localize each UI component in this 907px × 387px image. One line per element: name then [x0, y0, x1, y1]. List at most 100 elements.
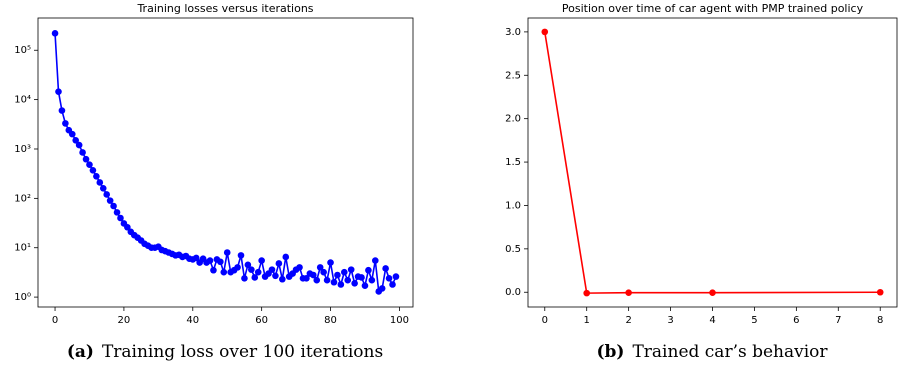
data-point	[320, 268, 327, 276]
data-point	[234, 264, 241, 271]
x-tick-label: 80	[324, 315, 337, 326]
data-point	[313, 276, 321, 284]
data-point	[72, 136, 80, 144]
data-point	[86, 161, 93, 169]
x-tick-label: 4	[709, 315, 715, 326]
x-tick-label: 40	[186, 315, 199, 326]
y-tick-label: 10⁰	[14, 292, 31, 303]
y-tick-label: 10³	[14, 144, 31, 155]
data-point	[347, 266, 355, 273]
data-point	[106, 197, 114, 204]
x-tick-label: 20	[118, 315, 131, 326]
caption-label: (a)	[67, 342, 94, 362]
data-point	[361, 282, 369, 290]
x-tick-label: 2	[625, 315, 631, 326]
data-point	[625, 289, 632, 296]
data-point	[358, 274, 365, 281]
plot-frame	[527, 17, 898, 308]
data-point	[241, 275, 248, 282]
y-tick-label: 1.5	[505, 157, 521, 168]
x-tick-label: 8	[877, 315, 883, 326]
y-tick-label: 2.0	[505, 114, 521, 125]
x-tick-label: 60	[255, 315, 268, 326]
x-tick-label: 3	[667, 315, 673, 326]
data-point	[316, 264, 324, 271]
data-point	[206, 257, 214, 264]
data-point	[244, 261, 252, 269]
data-point	[327, 259, 334, 266]
x-tick-label: 0	[52, 315, 58, 326]
data-point	[55, 88, 62, 95]
data-point	[296, 264, 303, 271]
data-point	[709, 289, 716, 296]
x-tick-label: 1	[584, 315, 590, 326]
y-tick-label: 10⁴	[14, 95, 31, 106]
y-tick-label: 0.0	[505, 287, 521, 298]
caption: (b) Trained car’s behavior	[596, 342, 828, 362]
data-point	[117, 214, 124, 222]
data-point	[93, 172, 100, 180]
data-point	[75, 141, 83, 149]
data-point	[282, 253, 290, 261]
data-point	[210, 266, 217, 274]
data-point	[330, 278, 338, 286]
data-point	[541, 28, 549, 36]
data-point	[62, 120, 69, 127]
data-point	[368, 276, 376, 284]
caption-label: (b)	[596, 342, 624, 362]
data-point	[583, 289, 591, 297]
data-point	[341, 268, 348, 276]
x-tick-label: 6	[793, 315, 799, 326]
caption-text: Trained car’s behavior	[632, 342, 828, 362]
data-point	[82, 155, 90, 163]
data-point	[99, 184, 107, 192]
data-point	[323, 276, 331, 284]
data-point	[258, 257, 265, 264]
data-point	[303, 275, 310, 282]
y-tick-label: 10²	[14, 193, 31, 204]
data-point	[113, 209, 121, 216]
y-tick-label: 10¹	[14, 243, 31, 254]
data-point	[110, 202, 117, 210]
x-tick-label: 0	[542, 315, 548, 326]
data-point	[344, 276, 352, 284]
data-point	[51, 30, 59, 37]
caption: (a) Training loss over 100 iterations	[67, 342, 383, 362]
data-point	[58, 107, 66, 114]
y-tick-label: 3.0	[505, 27, 521, 38]
y-tick-label: 2.5	[505, 70, 521, 81]
series-line	[543, 31, 881, 294]
data-point	[275, 260, 283, 267]
plot-frame	[37, 17, 414, 308]
data-point	[382, 265, 389, 272]
data-point	[254, 268, 262, 276]
data-point	[378, 285, 386, 292]
caption-text: Training loss over 100 iterations	[102, 342, 383, 362]
x-tick-label: 5	[751, 315, 757, 326]
data-point	[272, 272, 279, 280]
data-point	[334, 271, 341, 279]
data-point	[310, 271, 317, 279]
data-point	[389, 281, 396, 288]
y-tick-label: 10⁵	[14, 45, 31, 56]
y-tick-label: 1.0	[505, 200, 521, 211]
data-point	[220, 268, 228, 276]
chart-title: Training losses versus iterations	[136, 2, 313, 15]
data-point	[365, 266, 372, 274]
data-point	[351, 280, 358, 287]
data-point	[68, 130, 76, 138]
data-point	[223, 249, 231, 256]
y-tick-label: 0.5	[505, 244, 521, 255]
data-point	[279, 275, 286, 283]
data-point	[79, 149, 86, 156]
x-tick-label: 7	[835, 315, 841, 326]
data-point	[217, 258, 224, 266]
data-point	[268, 266, 276, 273]
data-point	[371, 257, 379, 264]
data-point	[89, 167, 97, 174]
data-point	[103, 191, 110, 198]
data-point	[124, 223, 131, 231]
data-point	[96, 179, 104, 186]
data-point	[385, 275, 393, 282]
